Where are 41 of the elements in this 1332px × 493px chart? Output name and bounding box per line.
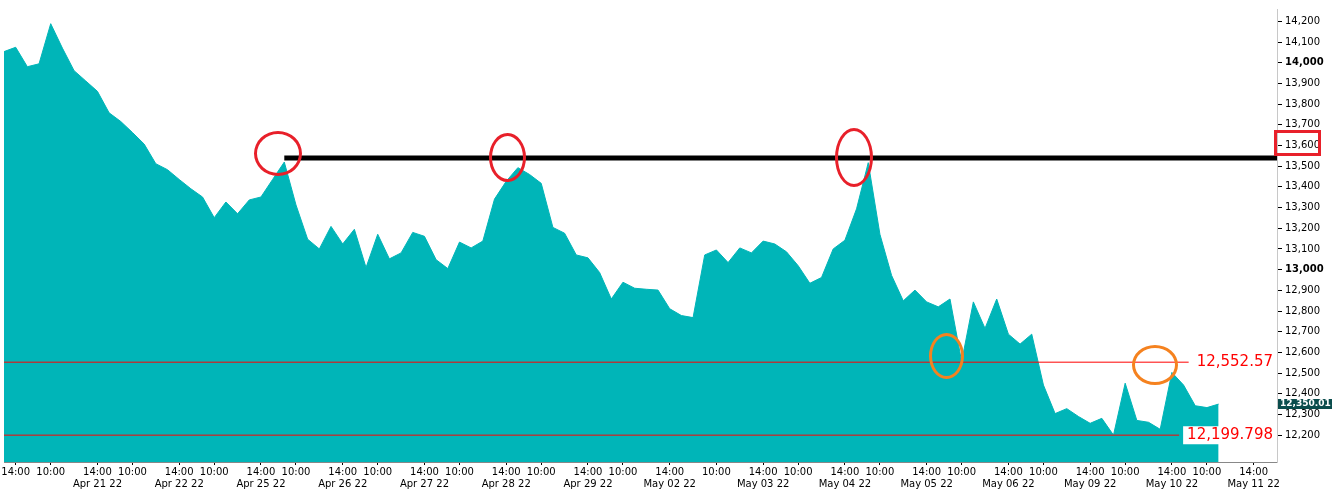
x-tick-label: 10:00 xyxy=(1110,465,1140,477)
y-tick-label: 12,500 xyxy=(1285,366,1320,378)
y-tick-label: 13,100 xyxy=(1285,242,1320,254)
x-tick-label: 10:00 xyxy=(363,465,393,477)
y-tick-label: 13,000 xyxy=(1285,263,1324,275)
text: 12,350.01 xyxy=(1280,398,1331,409)
y-tick-label: 12,600 xyxy=(1285,345,1320,357)
x-tick-label: 14:00 May 11 22 xyxy=(1227,465,1280,489)
y-tick-label: 13,500 xyxy=(1285,159,1320,171)
x-tick-label: 10:00 xyxy=(36,465,66,477)
x-tick-label: 10:00 xyxy=(118,465,147,477)
ref-line-label: 12,552.57 xyxy=(1196,352,1273,371)
y-tick-label: 13,300 xyxy=(1285,201,1320,213)
x-tick-label: 10:00 xyxy=(947,465,977,477)
x-tick-label: 10:00 xyxy=(1192,465,1222,477)
x-tick-label: 10:00 xyxy=(865,465,895,477)
y-tick-label: 14,100 xyxy=(1285,35,1320,47)
y-tick-label: 13,800 xyxy=(1285,97,1320,109)
y-tick-label: 12,400 xyxy=(1285,387,1320,399)
y-tick-label: 12,700 xyxy=(1285,325,1320,337)
y-tick-label: 12,800 xyxy=(1285,304,1320,316)
x-tick-label: 10:00 xyxy=(1029,465,1058,477)
x-tick-label: 10:00 xyxy=(526,465,556,477)
x-tick-label: 10:00 xyxy=(445,465,474,477)
y-tick-label: 14,000 xyxy=(1285,56,1324,68)
y-tick-label: 12,900 xyxy=(1285,283,1320,295)
x-tick-label: 10:00 xyxy=(783,465,813,477)
y-tick-label: 13,900 xyxy=(1285,77,1320,89)
y-tick-label: 13,400 xyxy=(1285,180,1320,192)
x-tick-label: 10:00 xyxy=(608,465,638,477)
y-tick-label: 13,700 xyxy=(1285,118,1320,130)
y-tick-label: 12,200 xyxy=(1285,428,1320,440)
x-tick-label: 14:00 xyxy=(1,465,31,477)
ref-line-label: 12,199.798 xyxy=(1187,425,1273,444)
x-tick-label: 10:00 xyxy=(281,465,311,477)
y-tick-label: 13,200 xyxy=(1285,221,1320,233)
y-tick-label: 14,200 xyxy=(1285,15,1320,26)
x-tick-label: 10:00 xyxy=(702,465,731,477)
x-tick-label: 14:00 May 02 22 xyxy=(643,465,696,489)
x-tick-label: 10:00 xyxy=(199,465,229,477)
y-tick-label: 12,300 xyxy=(1285,408,1320,420)
